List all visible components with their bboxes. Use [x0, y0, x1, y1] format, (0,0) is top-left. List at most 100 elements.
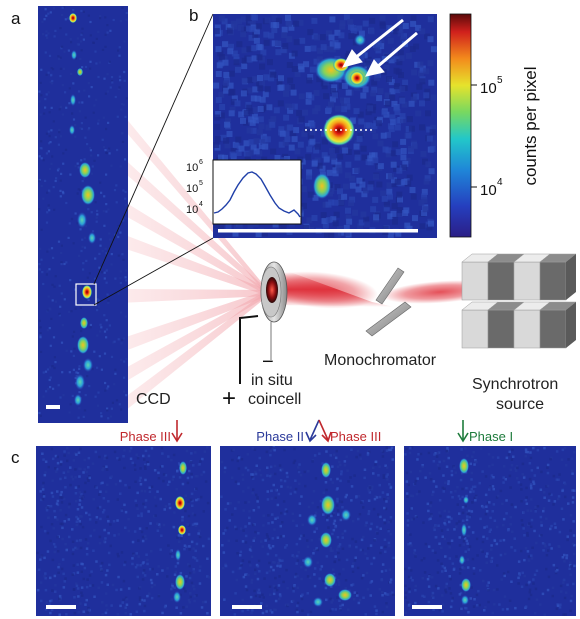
noise-speck	[441, 603, 445, 607]
noise-speck	[571, 489, 574, 492]
noise-speck	[146, 558, 149, 562]
noise-speck	[514, 469, 518, 472]
noise-speck	[65, 33, 68, 36]
noise-speck	[195, 522, 199, 526]
noise-speck	[228, 43, 234, 50]
noise-speck	[262, 596, 265, 599]
noise-speck	[98, 61, 101, 64]
noise-speck	[138, 596, 142, 599]
particle-spot	[81, 185, 95, 205]
noise-speck	[227, 539, 231, 543]
noise-speck	[294, 487, 298, 491]
noise-speck	[408, 125, 415, 132]
noise-speck	[121, 253, 124, 256]
noise-speck	[58, 108, 61, 111]
noise-speck	[334, 583, 338, 586]
noise-speck	[51, 495, 55, 498]
noise-speck	[85, 259, 88, 262]
noise-speck	[436, 452, 439, 455]
noise-speck	[366, 453, 370, 457]
svg-text:5: 5	[497, 75, 503, 86]
noise-speck	[60, 496, 64, 499]
noise-speck	[389, 516, 393, 519]
noise-speck	[384, 92, 391, 99]
noise-speck	[271, 15, 278, 22]
noise-speck	[299, 37, 306, 44]
noise-speck	[38, 155, 41, 158]
noise-speck	[260, 540, 263, 543]
noise-speck	[404, 596, 407, 599]
noise-speck	[72, 548, 75, 551]
noise-speck	[329, 549, 333, 552]
noise-speck	[525, 583, 528, 587]
noise-speck	[103, 528, 106, 532]
noise-speck	[80, 49, 83, 52]
noise-speck	[438, 511, 441, 514]
noise-speck	[148, 490, 152, 493]
noise-speck	[259, 96, 266, 103]
noise-speck	[58, 594, 62, 598]
noise-speck	[114, 95, 117, 99]
noise-speck	[108, 324, 111, 327]
noise-speck	[109, 476, 112, 480]
noise-speck	[405, 52, 412, 59]
noise-speck	[78, 495, 82, 499]
coincell-label-line2: coincell	[248, 391, 301, 408]
noise-speck	[147, 510, 150, 513]
noise-speck	[315, 527, 318, 530]
noise-speck	[262, 143, 269, 150]
noise-speck	[43, 18, 46, 21]
noise-speck	[372, 466, 375, 470]
noise-speck	[65, 106, 68, 109]
noise-speck	[430, 124, 437, 131]
noise-speck	[46, 516, 50, 520]
noise-speck	[71, 573, 74, 576]
noise-speck	[390, 210, 397, 217]
noise-speck	[119, 479, 122, 483]
noise-speck	[166, 567, 169, 570]
noise-speck	[39, 414, 42, 417]
noise-speck	[121, 132, 124, 135]
noise-speck	[404, 157, 411, 164]
noise-speck	[237, 482, 240, 486]
noise-speck	[487, 588, 490, 592]
noise-speck	[204, 600, 207, 604]
noise-speck	[332, 453, 336, 456]
noise-speck	[331, 532, 334, 536]
noise-speck	[412, 215, 418, 222]
noise-speck	[276, 588, 279, 592]
noise-speck	[50, 491, 54, 495]
particle-spot	[461, 578, 471, 592]
noise-speck	[188, 548, 191, 551]
noise-speck	[488, 501, 491, 504]
noise-speck	[528, 580, 531, 584]
noise-speck	[54, 545, 57, 549]
noise-speck	[278, 464, 282, 467]
noise-speck	[397, 211, 404, 218]
noise-speck	[150, 447, 154, 450]
noise-speck	[116, 498, 119, 501]
noise-speck	[260, 139, 267, 146]
noise-speck	[252, 488, 255, 491]
noise-speck	[366, 557, 369, 560]
detector-noise-a	[38, 6, 128, 420]
noise-speck	[370, 90, 377, 97]
noise-speck	[90, 211, 93, 214]
noise-speck	[374, 463, 377, 466]
noise-speck	[422, 158, 428, 165]
noise-speck	[311, 501, 314, 505]
noise-speck	[334, 29, 341, 36]
noise-speck	[490, 544, 493, 547]
noise-speck	[88, 475, 91, 478]
noise-speck	[222, 154, 228, 161]
noise-speck	[166, 483, 170, 486]
noise-speck	[441, 594, 444, 597]
noise-speck	[277, 584, 281, 587]
noise-speck	[107, 531, 110, 535]
noise-speck	[60, 460, 63, 464]
noise-speck	[90, 570, 93, 573]
noise-speck	[59, 179, 62, 182]
noise-speck	[247, 573, 250, 577]
noise-speck	[156, 529, 160, 532]
noise-speck	[127, 529, 131, 533]
